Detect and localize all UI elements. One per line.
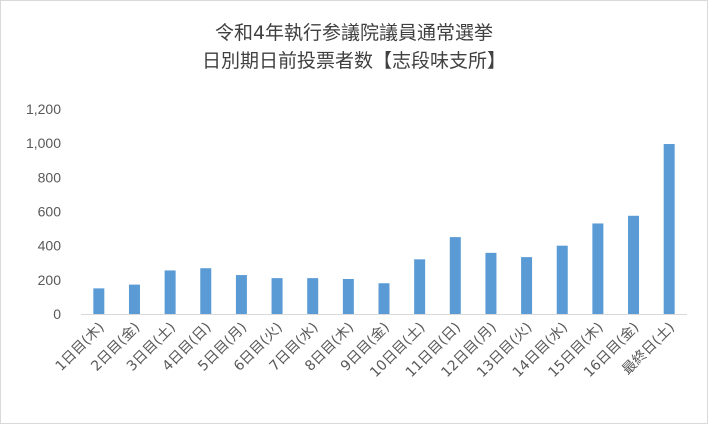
y-tick-label: 600 — [38, 204, 62, 220]
bar — [378, 283, 390, 314]
chart-title: 令和4年執行参議院議員通常選挙 日別期日前投票者数【志段味支所】 — [1, 19, 707, 75]
bar — [556, 245, 568, 314]
y-tick-label: 800 — [38, 169, 62, 185]
bar — [628, 215, 640, 314]
bar — [485, 252, 497, 314]
bar — [592, 223, 604, 314]
bar — [449, 237, 461, 314]
bar — [663, 144, 675, 314]
bar — [307, 278, 319, 314]
y-tick-label: 1,000 — [26, 135, 61, 151]
y-tick-label: 200 — [38, 272, 62, 288]
bar — [414, 259, 426, 314]
bar — [164, 270, 176, 314]
bar — [93, 288, 105, 314]
y-tick-label: 1,200 — [26, 101, 61, 117]
y-tick-label: 0 — [53, 306, 61, 322]
chart-title-line-1: 令和4年執行参議院議員通常選挙 — [214, 22, 494, 44]
bar — [200, 268, 212, 314]
bar — [128, 284, 140, 314]
bar — [521, 257, 533, 314]
chart-title-line-2: 日別期日前投票者数【志段味支所】 — [201, 50, 506, 72]
bar — [235, 275, 247, 314]
y-tick-label: 400 — [38, 238, 62, 254]
bar — [271, 278, 283, 314]
bar — [342, 278, 354, 314]
